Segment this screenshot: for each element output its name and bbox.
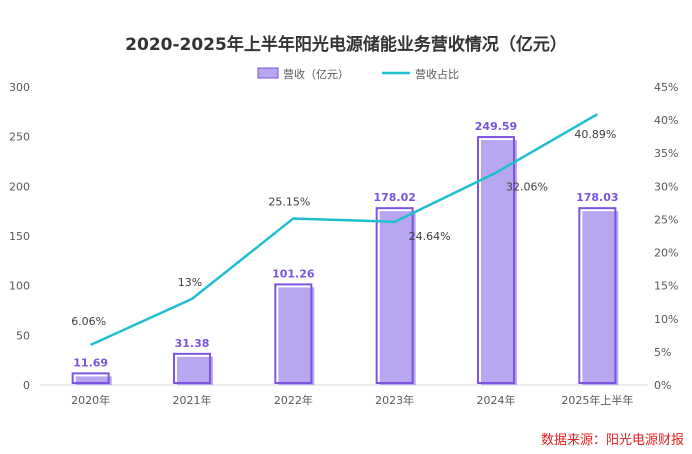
- y-left-tick-label: 300: [9, 81, 30, 94]
- y-right-tick-label: 35%: [654, 147, 678, 160]
- line-value-label: 24.64%: [409, 230, 451, 243]
- y-right-tick-label: 20%: [654, 247, 678, 260]
- y-left-tick-label: 200: [9, 180, 30, 193]
- bar-outline: [375, 207, 414, 384]
- bar-value-label: 11.69: [73, 356, 108, 369]
- y-left-tick-label: 150: [9, 230, 30, 243]
- y-left-tick-label: 250: [9, 131, 30, 144]
- x-tick-label: 2022年: [274, 393, 313, 407]
- data-labels: 11.69 31.38 101.26 178.02 249.59 178.03 6.06% 1…: [71, 120, 618, 369]
- y-right-tick-label: 45%: [654, 81, 678, 94]
- bar: [278, 287, 315, 385]
- bar-value-label: 249.59: [475, 120, 517, 133]
- bar-value-label: 101.26: [272, 267, 315, 280]
- y-left-tick-label: 100: [9, 280, 30, 293]
- y-right-tick-label: 40%: [654, 114, 678, 127]
- y-left-tick-label: 0: [23, 379, 30, 392]
- line-series: [90, 113, 598, 347]
- y-right-tick-label: 0%: [654, 379, 671, 392]
- bar: [379, 211, 416, 385]
- line-value-label: 40.89%: [574, 128, 616, 141]
- axes: 0 50 100 150 200 250 300 0% 5% 10% 15% 20% 25% 30% 35%…: [9, 81, 678, 407]
- line-value-label: 25.15%: [268, 195, 310, 208]
- y-right-tick-label: 15%: [654, 280, 678, 293]
- bar-outline: [71, 372, 110, 385]
- bar: [481, 140, 517, 385]
- bar: [75, 376, 112, 385]
- y-right-tick-label: 30%: [654, 180, 678, 193]
- x-tick-label: 2020年: [71, 393, 110, 407]
- bar-value-label: 178.03: [576, 191, 618, 204]
- y-right-tick-label: 5%: [654, 346, 671, 359]
- x-tick-label: 2021年: [173, 393, 212, 407]
- bar-series: [71, 136, 619, 385]
- y-right-tick-label: 25%: [654, 213, 678, 226]
- line-path: [90, 113, 598, 347]
- line-value-label: 32.06%: [506, 181, 548, 194]
- x-tick-label: 2024年: [477, 393, 516, 407]
- x-tick-label: 2023年: [375, 393, 414, 407]
- bar-outline: [578, 207, 617, 384]
- bar-outline: [173, 352, 211, 384]
- bar-outline: [477, 136, 515, 384]
- legend-label-bar: 营收（亿元）: [283, 67, 349, 81]
- line-value-label: 6.06%: [71, 315, 106, 328]
- legend-swatch-bar: [258, 68, 278, 78]
- line-value-label: 13%: [178, 276, 202, 289]
- bar-outline: [274, 283, 313, 384]
- bar-value-label: 31.38: [175, 337, 210, 350]
- bar-value-label: 178.02: [373, 191, 415, 204]
- legend-swatch-bar-outline: [257, 67, 279, 79]
- chart-title: 2020-2025年上半年阳光电源储能业务营收情况（亿元）: [125, 34, 567, 55]
- y-left-tick-label: 50: [16, 329, 30, 342]
- legend-label-line: 营收占比: [415, 67, 459, 81]
- y-right-tick-label: 10%: [654, 313, 678, 326]
- bar: [177, 356, 213, 385]
- source-note: 数据来源：阳光电源财报: [540, 433, 684, 448]
- x-tick-label: 2025年上半年: [561, 393, 633, 407]
- bar: [582, 211, 619, 385]
- legend: 营收（亿元） 营收占比: [257, 67, 459, 81]
